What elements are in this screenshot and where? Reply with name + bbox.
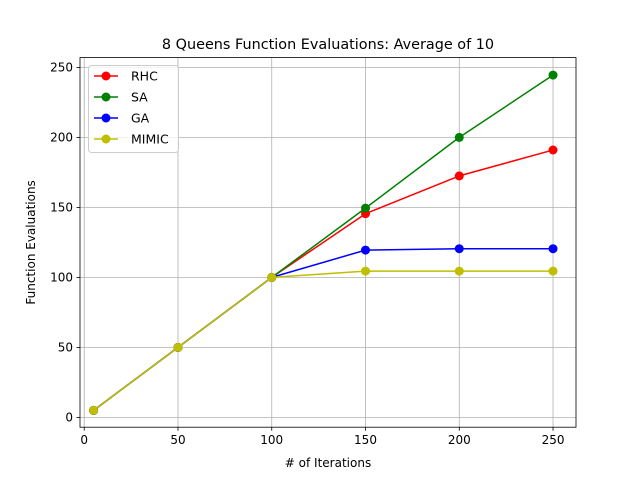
- legend-item: SA: [94, 90, 148, 105]
- data-point: [173, 342, 183, 352]
- series-layer: [89, 70, 558, 415]
- legend-label: MIMIC: [131, 132, 169, 147]
- legend-swatch-marker: [101, 71, 111, 81]
- data-point: [267, 272, 277, 282]
- x-tick-label: 200: [448, 433, 471, 447]
- legend-label: GA: [131, 111, 150, 126]
- legend-item: RHC: [94, 69, 158, 84]
- legend-label: SA: [131, 90, 148, 105]
- gridlines: [80, 57, 576, 428]
- y-tick-label: 200: [50, 131, 73, 145]
- x-tick-label: 50: [170, 433, 185, 447]
- x-tick-label: 100: [260, 433, 283, 447]
- plot-frame: [79, 57, 577, 428]
- x-axis-label: # of Iterations: [285, 456, 371, 470]
- series-line: [92, 270, 554, 412]
- data-point: [361, 266, 371, 276]
- legend-label: RHC: [131, 69, 158, 84]
- legend-swatch-marker: [101, 113, 111, 123]
- y-tick-label: 150: [50, 201, 73, 215]
- y-tick-label: 100: [50, 271, 73, 285]
- legend-item: GA: [94, 111, 150, 126]
- data-point: [548, 70, 558, 80]
- legend-box: [88, 65, 179, 153]
- legend-swatch-marker: [101, 134, 111, 144]
- y-tick-label: 0: [65, 411, 73, 425]
- data-point: [548, 244, 558, 254]
- x-tick-label: 0: [80, 433, 88, 447]
- data-point: [454, 244, 464, 254]
- chart-title: 8 Queens Function Evaluations: Average o…: [162, 37, 494, 53]
- data-point: [361, 203, 371, 213]
- data-point: [454, 266, 464, 276]
- data-point: [548, 145, 558, 155]
- x-tick-label: 250: [542, 433, 565, 447]
- y-tick-label: 250: [50, 61, 73, 75]
- y-axis-label: Function Evaluations: [24, 180, 38, 304]
- data-point: [361, 245, 371, 255]
- legend-swatch-marker: [101, 92, 111, 102]
- legend-item: MIMIC: [94, 132, 169, 147]
- x-tick-label: 150: [354, 433, 377, 447]
- data-point: [454, 132, 464, 142]
- data-point: [454, 171, 464, 181]
- axis-ticks: 0 50 100 150 200 250 0 50 100 150 200 250: [50, 61, 564, 448]
- y-tick-label: 50: [58, 341, 73, 355]
- data-point: [548, 266, 558, 276]
- series-mimic: [89, 266, 558, 415]
- legend: RHC SA GA MIMIC: [88, 65, 179, 153]
- data-point: [89, 405, 99, 415]
